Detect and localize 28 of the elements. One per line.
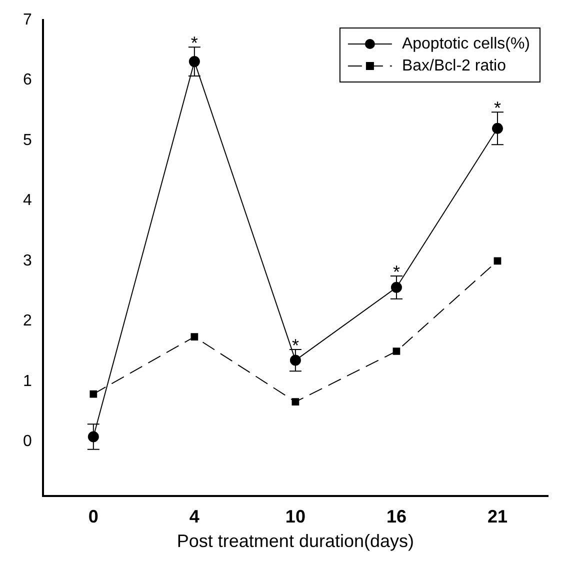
- point: [190, 333, 198, 340]
- annotation: *: [190, 33, 198, 54]
- x-tick-label: 4: [189, 506, 200, 527]
- point: [292, 398, 300, 406]
- x-tick-label: 21: [487, 506, 508, 527]
- point: [188, 56, 200, 68]
- x-axis-title: Post treatment duration(days): [176, 531, 414, 552]
- point: [492, 122, 503, 134]
- point: [390, 282, 402, 293]
- x-tick-label: 16: [386, 506, 406, 527]
- y-tick-label: 7: [22, 11, 32, 28]
- point: [392, 348, 400, 355]
- x-tick-label: 0: [88, 506, 98, 527]
- annotation: *: [392, 262, 400, 282]
- y-tick-label: 4: [22, 192, 32, 210]
- legend-label: Apoptotic cells(%): [402, 35, 530, 52]
- y-tick-label: 6: [22, 72, 32, 89]
- legend-label: Bax/Bcl-2 ratio: [402, 57, 506, 74]
- y-tick-label: 2: [22, 312, 32, 330]
- annotation: *: [494, 98, 501, 118]
- y-tick-label: 3: [22, 252, 32, 270]
- y-tick-label: 5: [22, 132, 32, 149]
- annotation: *: [292, 335, 299, 356]
- y-tick-label: 0: [22, 433, 32, 450]
- y-tick-label: 1: [22, 372, 32, 390]
- point: [494, 257, 502, 265]
- point: [90, 390, 98, 398]
- x-tick-label: 10: [285, 506, 306, 527]
